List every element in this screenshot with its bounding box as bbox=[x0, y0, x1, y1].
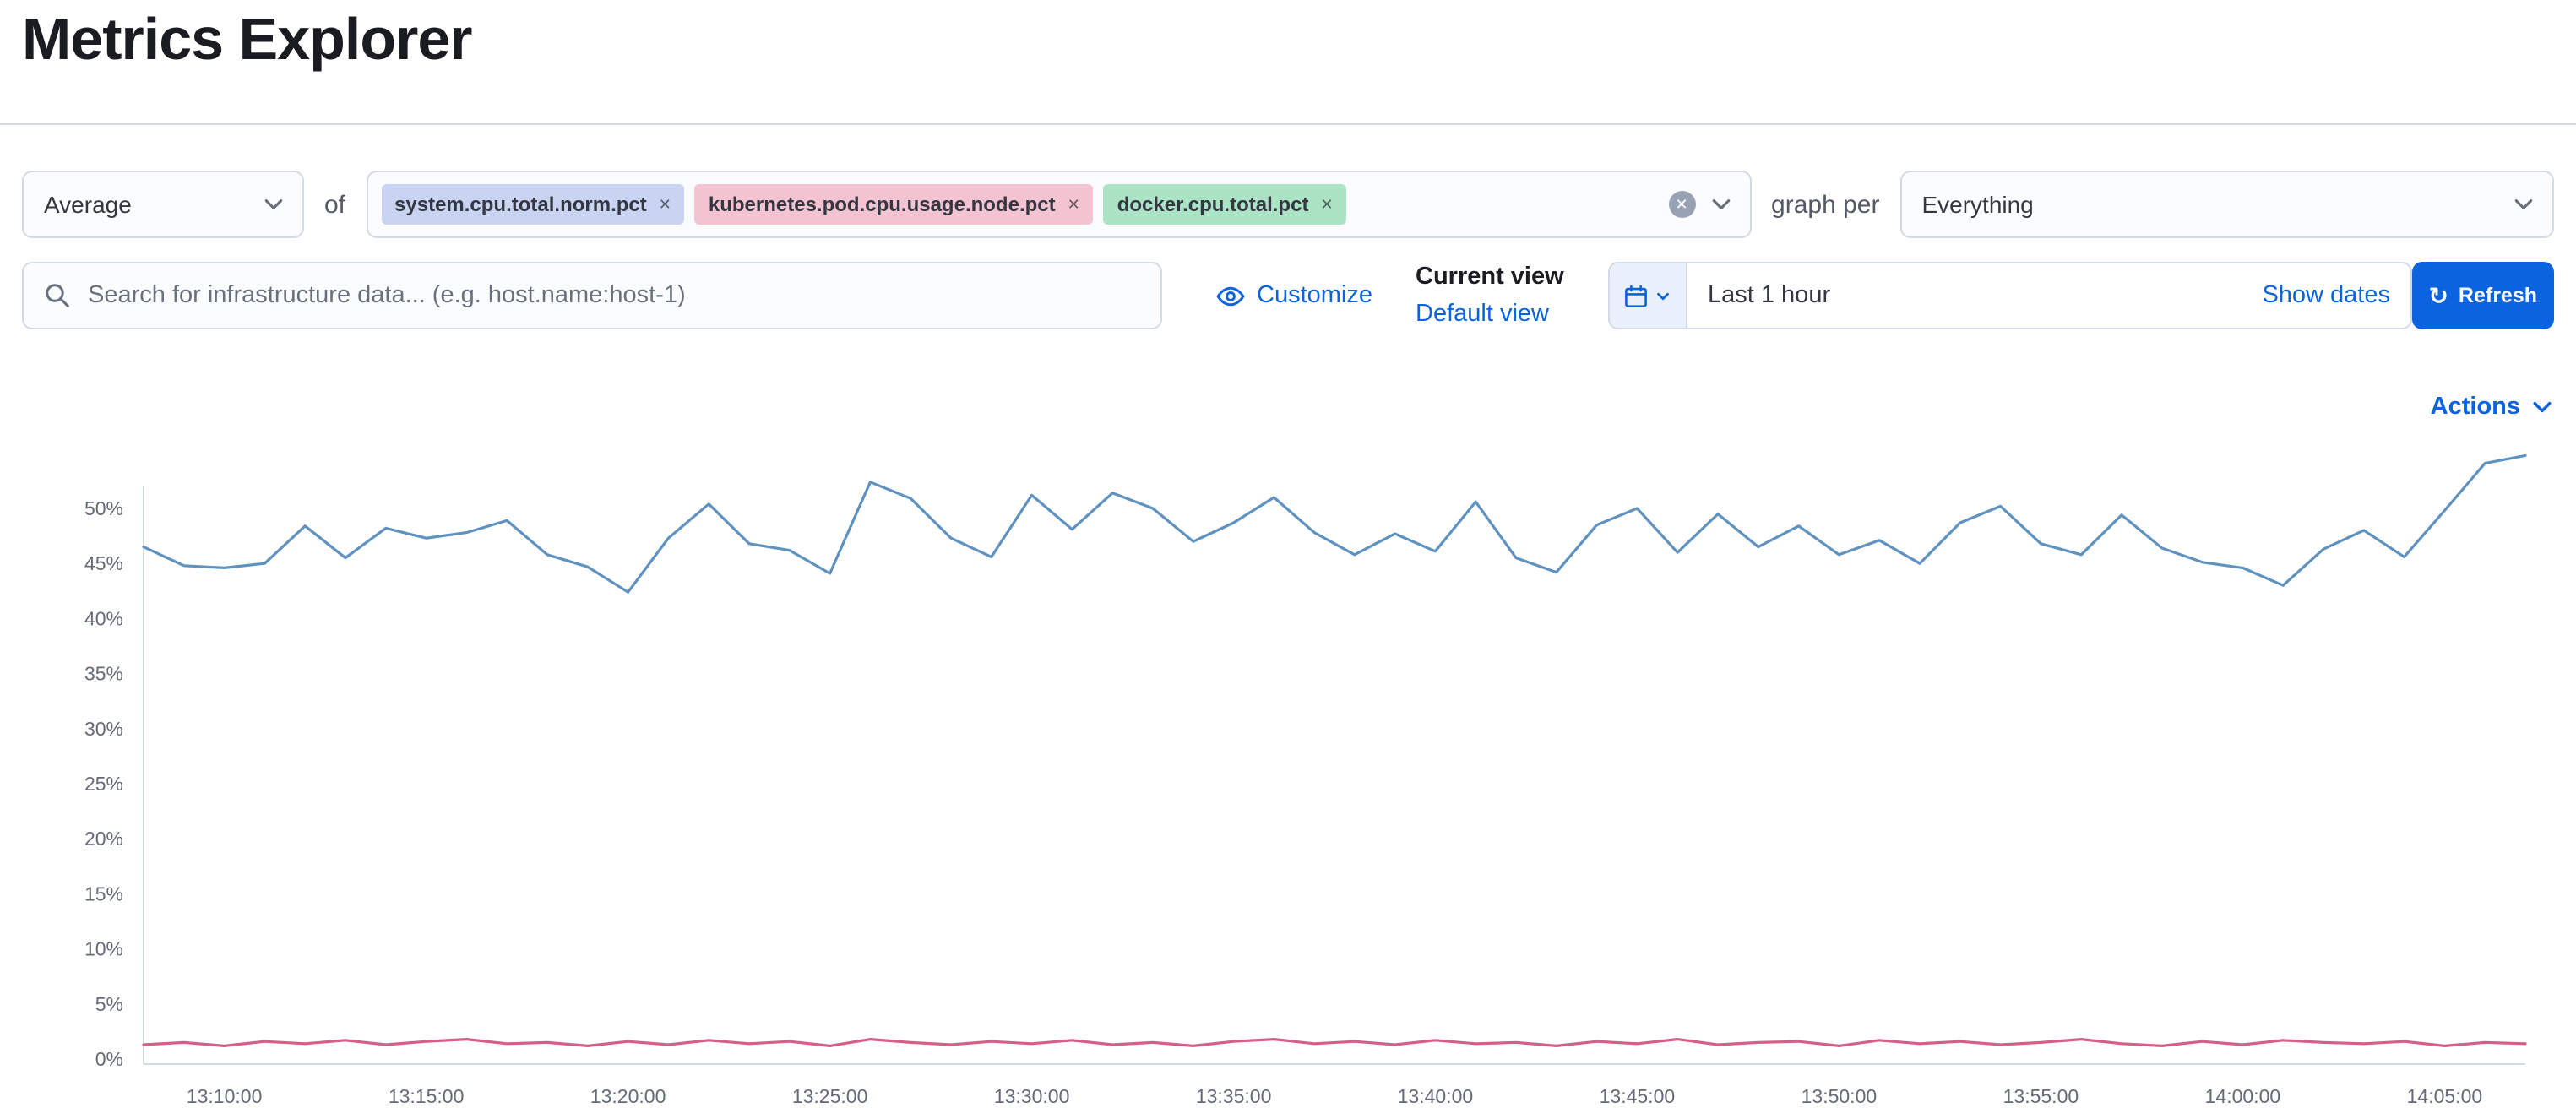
chevron-down-icon bbox=[2533, 401, 2552, 413]
svg-text:5%: 5% bbox=[95, 993, 123, 1015]
metrics-chart[interactable]: 0% 5% 10% 15% 20% 25% 30% 35% 40% 45% 50% 13:10:00 1… bbox=[0, 422, 2576, 1108]
page-title: Metrics Explorer bbox=[22, 7, 473, 73]
default-view-link[interactable]: Default view bbox=[1416, 301, 1549, 328]
aggregation-select[interactable]: Average bbox=[22, 171, 304, 238]
search-input-wrapper bbox=[22, 262, 1162, 329]
svg-text:13:40:00: 13:40:00 bbox=[1398, 1085, 1474, 1107]
svg-text:13:30:00: 13:30:00 bbox=[994, 1085, 1070, 1107]
svg-text:30%: 30% bbox=[84, 718, 123, 740]
graph-per-label: graph per bbox=[1771, 190, 1880, 219]
actions-menu[interactable]: Actions bbox=[2431, 394, 2554, 421]
remove-metric-icon[interactable]: ✕ bbox=[658, 195, 671, 212]
group-by-value: Everything bbox=[1921, 191, 2034, 218]
refresh-icon: ↻ bbox=[2428, 282, 2448, 309]
eye-icon bbox=[1216, 285, 1245, 306]
search-icon bbox=[46, 284, 69, 307]
svg-text:14:05:00: 14:05:00 bbox=[2407, 1085, 2483, 1107]
clear-metrics-icon[interactable]: ✕ bbox=[1668, 191, 1696, 218]
svg-text:13:10:00: 13:10:00 bbox=[187, 1085, 263, 1107]
remove-metric-icon[interactable]: ✕ bbox=[1067, 195, 1080, 212]
actions-label: Actions bbox=[2430, 394, 2520, 421]
metrics-toolbar: Average of system.cpu.total.norm.pct ✕ k… bbox=[22, 171, 2554, 238]
svg-text:20%: 20% bbox=[84, 828, 123, 850]
time-range-value[interactable]: Last 1 hour bbox=[1708, 282, 1831, 309]
svg-text:13:35:00: 13:35:00 bbox=[1196, 1085, 1272, 1107]
chevron-down-icon bbox=[2514, 199, 2533, 209]
group-by-select[interactable]: Everything bbox=[1899, 171, 2554, 238]
svg-text:50%: 50% bbox=[84, 497, 123, 519]
of-label: of bbox=[324, 190, 346, 219]
header-divider bbox=[0, 123, 2576, 125]
svg-text:25%: 25% bbox=[84, 773, 123, 795]
svg-text:13:25:00: 13:25:00 bbox=[792, 1085, 868, 1107]
svg-text:13:20:00: 13:20:00 bbox=[590, 1085, 666, 1107]
svg-text:0%: 0% bbox=[95, 1048, 123, 1070]
metric-pill[interactable]: system.cpu.total.norm.pct ✕ bbox=[381, 184, 685, 225]
refresh-button[interactable]: ↻ Refresh bbox=[2411, 262, 2554, 329]
customize-button[interactable]: Customize bbox=[1216, 262, 1372, 329]
metric-pill[interactable]: docker.cpu.total.pct ✕ bbox=[1103, 184, 1347, 225]
remove-metric-icon[interactable]: ✕ bbox=[1320, 195, 1334, 212]
refresh-label: Refresh bbox=[2458, 284, 2537, 307]
svg-text:13:55:00: 13:55:00 bbox=[2003, 1085, 2079, 1107]
current-view-label: Current view bbox=[1416, 263, 1564, 291]
search-toolbar: Customize Current view Default view Last… bbox=[0, 262, 2576, 336]
date-picker: Last 1 hour Show dates bbox=[1608, 262, 2412, 329]
svg-text:15%: 15% bbox=[84, 883, 123, 904]
svg-text:13:45:00: 13:45:00 bbox=[1600, 1085, 1676, 1107]
svg-text:13:50:00: 13:50:00 bbox=[1802, 1085, 1878, 1107]
metric-pill[interactable]: kubernetes.pod.cpu.usage.node.pct ✕ bbox=[694, 184, 1094, 225]
svg-text:13:15:00: 13:15:00 bbox=[389, 1085, 465, 1107]
search-input[interactable] bbox=[84, 280, 1140, 311]
metric-pill-label: docker.cpu.total.pct bbox=[1117, 193, 1309, 216]
svg-text:40%: 40% bbox=[84, 607, 123, 629]
chevron-down-icon bbox=[1657, 291, 1669, 300]
metric-pill-label: kubernetes.pod.cpu.usage.node.pct bbox=[708, 193, 1056, 216]
svg-text:35%: 35% bbox=[84, 663, 123, 685]
chevron-down-icon bbox=[264, 199, 283, 209]
view-block: Current view Default view bbox=[1416, 258, 1618, 333]
metrics-combobox[interactable]: system.cpu.total.norm.pct ✕ kubernetes.p… bbox=[366, 171, 1752, 238]
calendar-button[interactable] bbox=[1610, 263, 1687, 328]
svg-text:14:00:00: 14:00:00 bbox=[2205, 1085, 2281, 1107]
chevron-down-icon[interactable] bbox=[1709, 193, 1732, 216]
metric-pill-label: system.cpu.total.norm.pct bbox=[394, 193, 647, 216]
show-dates-link[interactable]: Show dates bbox=[2262, 282, 2390, 309]
customize-label: Customize bbox=[1257, 282, 1372, 309]
aggregation-value: Average bbox=[44, 191, 132, 218]
svg-text:45%: 45% bbox=[84, 552, 123, 574]
svg-text:10%: 10% bbox=[84, 938, 123, 960]
calendar-icon bbox=[1625, 284, 1647, 307]
